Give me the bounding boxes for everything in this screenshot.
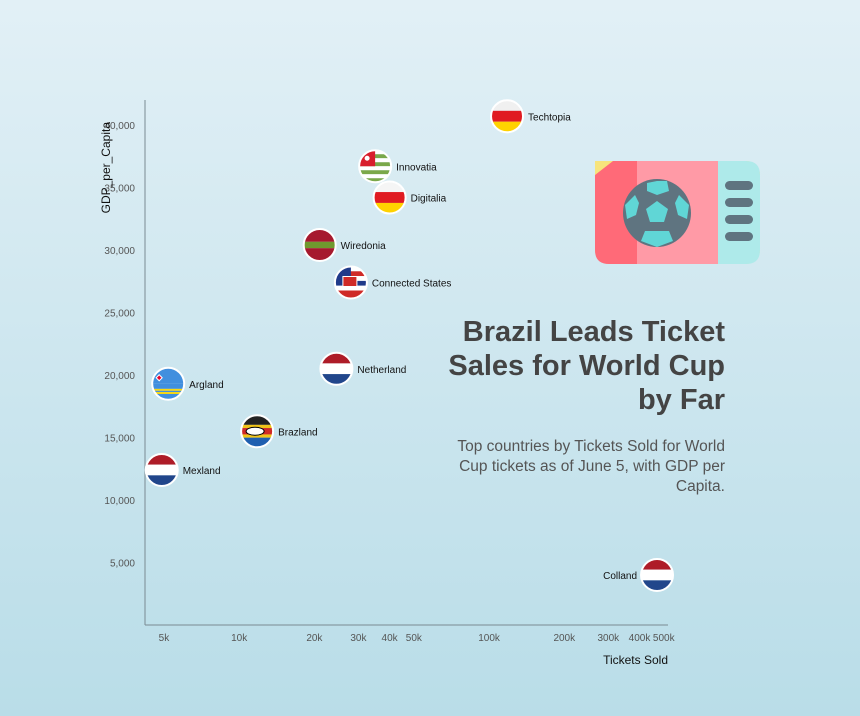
data-point: Innovatia	[358, 149, 437, 184]
data-point: Mexland	[144, 453, 221, 487]
y-tick-labels: 5,000 10,000 15,000 20,000 25,000 30,000 35,00…	[104, 121, 135, 570]
data-point: Wiredonia	[302, 228, 386, 262]
flag-icon	[241, 415, 274, 448]
y-tick-label: 35,000	[104, 184, 135, 195]
data-point: Netherland	[319, 351, 406, 386]
y-tick-label: 10,000	[104, 496, 135, 507]
ticket-icon	[595, 161, 760, 264]
x-tick-label: 100k	[478, 633, 501, 644]
x-tick-label: 500k	[653, 633, 676, 644]
point-label: Innovatia	[396, 162, 437, 173]
data-points: Techtopia Innovatia Digitalia Wiredonia Conn…	[144, 99, 675, 592]
x-tick-label: 10k	[231, 633, 248, 644]
data-point: Colland	[603, 558, 675, 592]
point-label: Mexland	[183, 466, 221, 477]
x-axis-title: Tickets Sold	[603, 653, 668, 667]
x-tick-label: 50k	[406, 633, 423, 644]
y-tick-label: 40,000	[104, 121, 135, 132]
point-label: Argland	[189, 380, 223, 391]
point-label: Digitalia	[411, 194, 447, 205]
point-label: Techtopia	[528, 112, 571, 123]
data-point: Brazland	[240, 414, 318, 449]
x-tick-label: 30k	[350, 633, 367, 644]
x-tick-label: 400k	[629, 633, 652, 644]
data-point: Techtopia	[490, 99, 571, 134]
chart-subtitle: Top countries by Tickets Sold for World …	[457, 438, 725, 495]
x-tick-label: 5k	[159, 633, 171, 644]
x-tick-labels: 5k 10k 20k 30k 40k 50k 100k 200k 300k 400k 500k	[159, 633, 676, 644]
axes	[144, 100, 668, 626]
point-label: Netherland	[357, 365, 406, 376]
point-label: Connected States	[372, 279, 452, 290]
point-label: Brazland	[278, 427, 317, 438]
chart-title: Brazil Leads Ticket Sales for World Cup …	[448, 316, 725, 416]
flag-icon	[373, 181, 406, 214]
y-tick-label: 5,000	[110, 559, 135, 570]
data-point: Argland	[151, 366, 224, 401]
y-tick-label: 25,000	[104, 309, 135, 320]
y-tick-label: 30,000	[104, 246, 135, 257]
x-tick-label: 40k	[382, 633, 399, 644]
point-label: Wiredonia	[341, 241, 386, 252]
flag-icon	[145, 454, 178, 486]
flag-icon	[491, 100, 524, 133]
data-point: Digitalia	[372, 180, 447, 215]
point-label: Colland	[603, 571, 637, 582]
data-point: Connected States	[333, 265, 452, 300]
y-tick-label: 20,000	[104, 371, 135, 382]
x-tick-label: 20k	[306, 633, 323, 644]
title-block: Brazil Leads Ticket Sales for World Cup …	[425, 315, 725, 497]
y-axis-title: GDP_per_Capita	[99, 122, 113, 214]
flag-icon	[641, 559, 674, 591]
x-tick-label: 200k	[553, 633, 576, 644]
x-tick-label: 300k	[597, 633, 620, 644]
flag-icon	[320, 352, 353, 385]
y-tick-label: 15,000	[104, 434, 135, 445]
flag-icon	[152, 367, 185, 400]
